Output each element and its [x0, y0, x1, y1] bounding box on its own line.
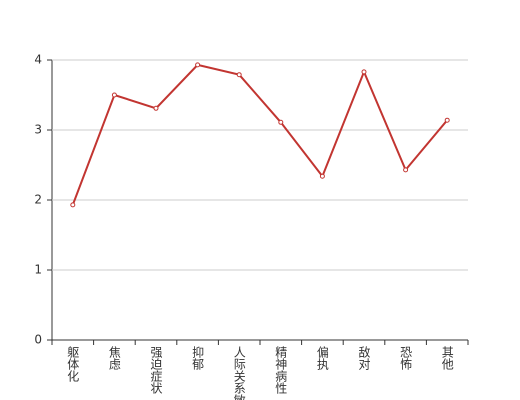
point: [153, 105, 159, 111]
x-tick-label: 偏执: [315, 345, 329, 371]
line: [71, 63, 448, 206]
x-tick-label: 强迫症状: [149, 346, 163, 394]
x-tick-label: 其他: [440, 346, 454, 370]
point: [403, 167, 409, 173]
x-tick-label: 精神病性: [274, 346, 288, 395]
y-tick-label: 0: [34, 333, 42, 347]
x-tick-label: 焦虑: [107, 346, 121, 370]
x-tick-label: 人际关系敏感: [232, 346, 246, 400]
y-tick-label: 1: [34, 263, 42, 277]
y-tick-label: 4: [34, 53, 42, 67]
point: [444, 117, 450, 123]
point: [361, 69, 367, 75]
y-tick-label: 3: [34, 123, 42, 137]
point: [319, 173, 325, 179]
x-tick-label: 恐怖: [399, 346, 413, 370]
y-tick-label: 2: [34, 193, 42, 207]
x-tick-label: 抑郁: [191, 345, 205, 371]
point: [70, 202, 76, 208]
point: [236, 72, 242, 78]
x-tick-label: 敌对: [357, 345, 371, 370]
point: [195, 62, 201, 68]
point: [111, 92, 117, 98]
point: [278, 119, 284, 125]
x-tick-label: 躯体化: [66, 345, 80, 383]
